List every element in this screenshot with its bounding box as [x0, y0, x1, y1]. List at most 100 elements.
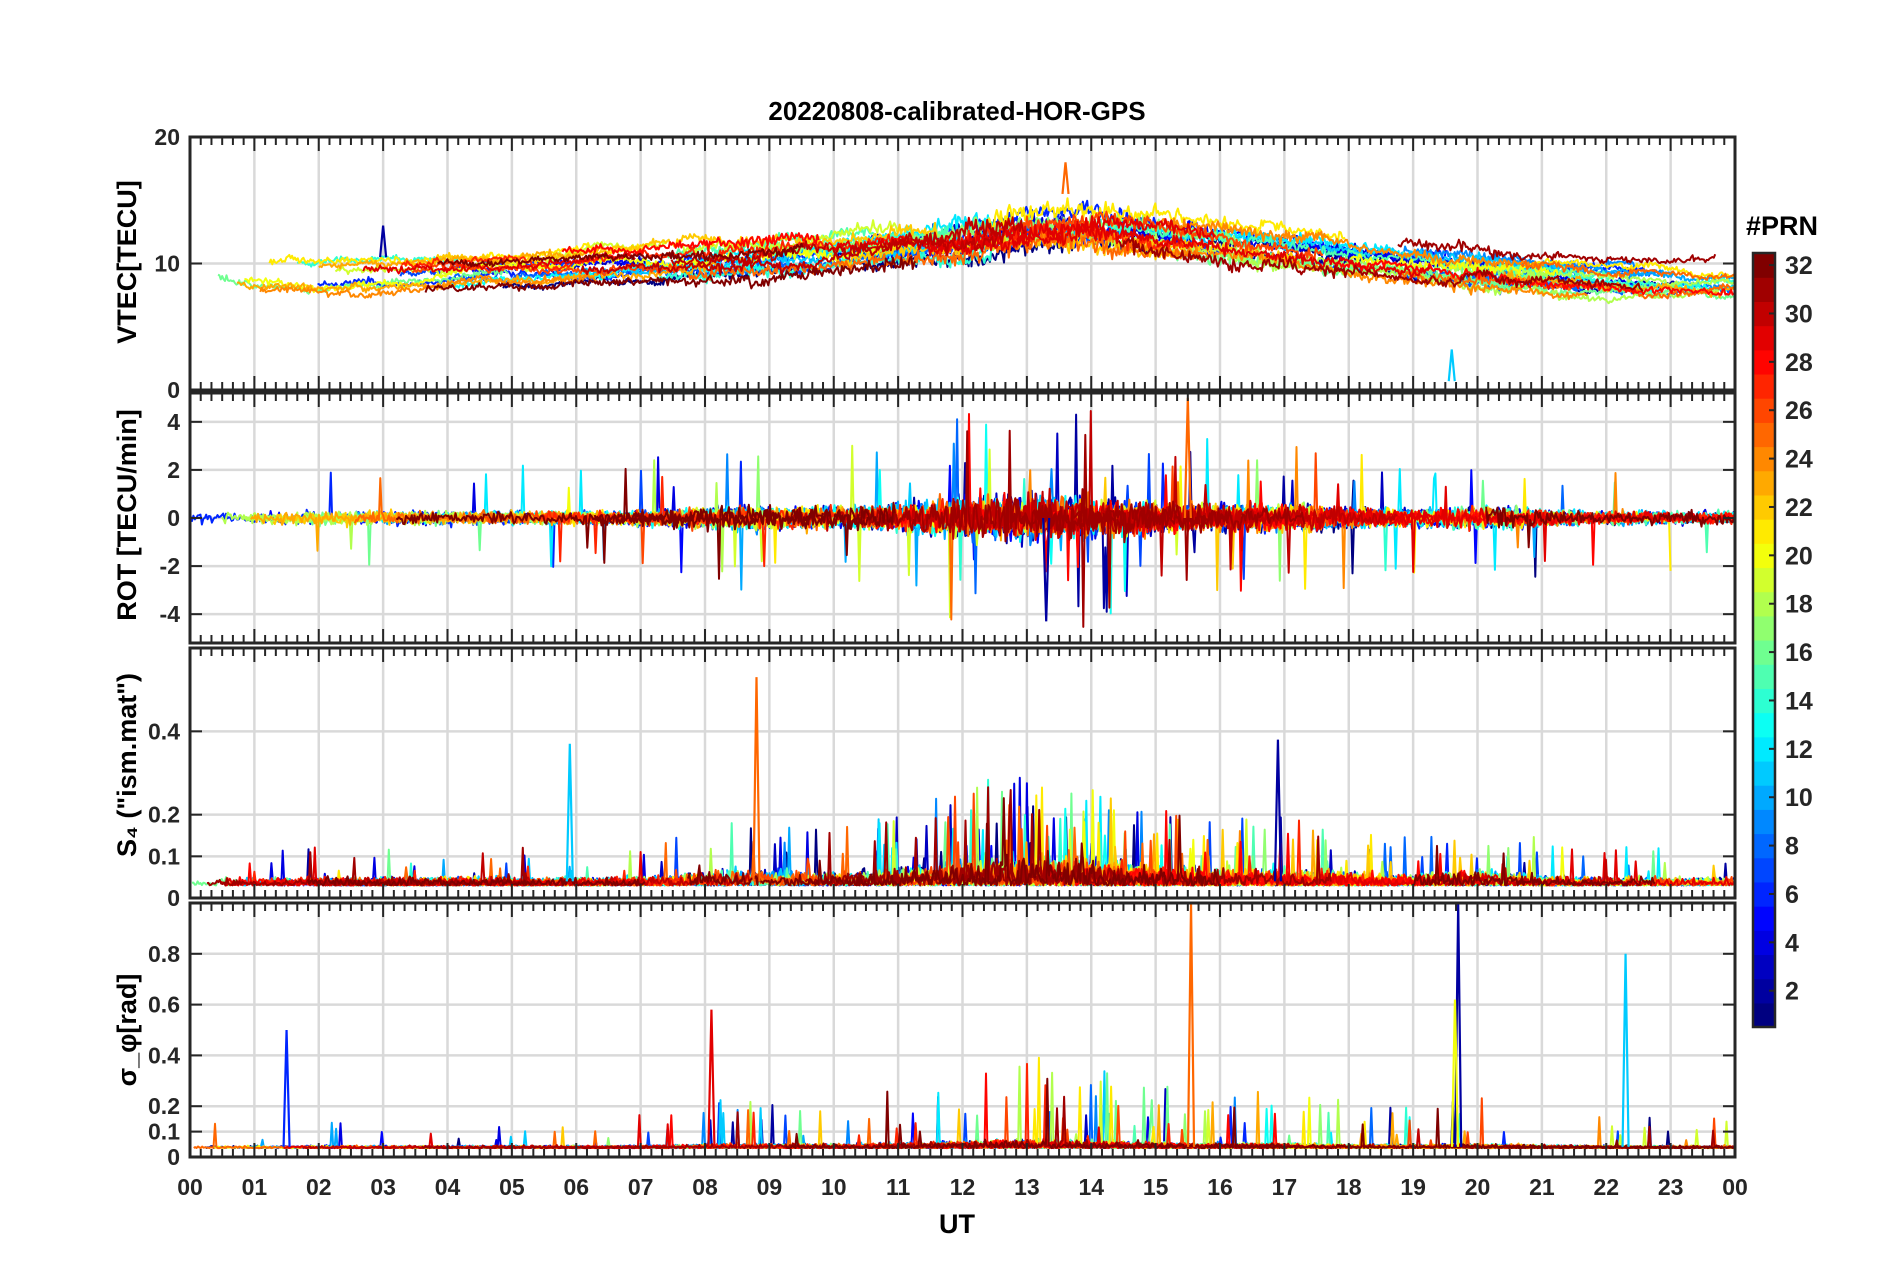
rot-x-ticks: [189, 393, 1736, 643]
sigma_phi-notable-spike: [1186, 903, 1196, 1147]
panel-sigma-phi: σ_φ[rad] 00.10.2 0.4 0.6 0.8: [112, 901, 1737, 1170]
vtec-series-prn-28: [561, 231, 820, 255]
rot-y-tick-label: -4: [160, 601, 181, 627]
colorbar-segment: [1753, 978, 1775, 1004]
rot-series-prn-32: [593, 501, 896, 557]
vtec-series-prn-29: [922, 220, 1431, 279]
x-tick-label: 22: [1593, 1174, 1619, 1200]
x-axis-label: UT: [939, 1209, 975, 1239]
colorbar-tick-label: 4: [1785, 929, 1799, 957]
sigma_phi-notable-spike: [1621, 953, 1630, 1147]
rot-y-tick-label: 2: [167, 457, 180, 483]
vtec-x-ticks: [189, 137, 1736, 390]
x-tick-label: 14: [1078, 1174, 1104, 1200]
x-tick-label: 10: [821, 1174, 847, 1200]
vtec-notable-spike: [1447, 349, 1456, 382]
x-tick-label: 08: [692, 1174, 718, 1200]
vtec-series-prn-25: [687, 230, 1201, 282]
vtec-series-prn-32: [437, 242, 804, 268]
x-tick-label: 09: [757, 1174, 783, 1200]
sigma_phi-notable-spike: [1450, 999, 1460, 1147]
vtec-series-prn-27: [401, 233, 913, 271]
panel-rot: ROT [TECU/min] -4 -2 0 2 4: [112, 391, 1737, 645]
colorbar-label: #PRN: [1746, 211, 1818, 241]
colorbar-segment: [1753, 615, 1775, 641]
s4-traces: [191, 677, 1735, 887]
sigma_phi-traces: [193, 903, 1735, 1150]
x-tick-label: 15: [1143, 1174, 1169, 1200]
colorbar-segment: [1753, 519, 1775, 544]
colorbar-segment: [1753, 712, 1775, 738]
rot-y-tick-label: 4: [167, 409, 180, 435]
x-tick-label: 21: [1529, 1174, 1555, 1200]
x-tick-label: 12: [950, 1174, 976, 1200]
colorbar-segment: [1753, 543, 1775, 569]
colorbar-tick-label: 2: [1785, 978, 1799, 1006]
s4-series-prn-32: [687, 797, 1221, 887]
x-tick-label: 04: [435, 1174, 461, 1200]
colorbar-segment: [1753, 809, 1775, 835]
x-tick-label: 02: [306, 1174, 332, 1200]
colorbar-segment: [1753, 349, 1775, 375]
colorbar-segment: [1753, 954, 1775, 980]
colorbar-segment: [1753, 422, 1775, 448]
colorbar-segment: [1753, 301, 1775, 327]
x-tick-label: 07: [628, 1174, 654, 1200]
vtec-traces: [217, 162, 1735, 382]
colorbar-segment: [1753, 640, 1775, 665]
s4-y-tick-label: 0.4: [148, 718, 180, 744]
colorbar-tick-label: 18: [1785, 591, 1813, 619]
rot-traces: [190, 397, 1735, 628]
sigma_phi-notable-spike: [707, 1009, 716, 1147]
x-tick-label: 11: [886, 1174, 911, 1200]
s4-series-prn-32: [306, 875, 646, 887]
s4-y-tick-label: 0.2: [148, 802, 180, 828]
colorbar-segment: [1753, 398, 1775, 423]
colorbar-segment: [1753, 470, 1775, 496]
x-tick-label: 17: [1272, 1174, 1298, 1200]
colorbar-tick-label: 8: [1785, 833, 1799, 861]
colorbar-tick-label: 32: [1785, 252, 1813, 280]
vtec-series-prn-23: [318, 246, 605, 270]
colorbar-segment: [1753, 881, 1775, 907]
sigma_phi-notable-spike: [282, 1029, 291, 1147]
colorbar-segment: [1753, 446, 1775, 472]
colorbar-tick-label: 28: [1785, 349, 1813, 377]
colorbar-segment: [1753, 325, 1775, 351]
colorbar-tick-label: 24: [1785, 446, 1813, 474]
figure-title: 20220808-calibrated-HOR-GPS: [768, 96, 1145, 126]
colorbar-tick-label: 30: [1785, 300, 1813, 328]
x-tick-label: 13: [1014, 1174, 1040, 1200]
vtec-y-tick-label: 0: [167, 377, 180, 403]
colorbar-segment: [1753, 906, 1775, 931]
x-tick-label: 03: [370, 1174, 396, 1200]
s4-notable-spike: [565, 743, 574, 882]
vtec-series-prn-31: [1397, 237, 1717, 265]
vtec-notable-spike: [379, 225, 388, 258]
colorbar-segment: [1753, 857, 1775, 883]
colorbar-segment: [1753, 833, 1775, 859]
x-tick-label: 00: [177, 1174, 203, 1200]
sigma_phi-x-ticks: [189, 903, 1736, 1157]
s4-series-prn-30: [307, 852, 752, 887]
colorbar-segment: [1753, 277, 1775, 302]
colorbar-segment: [1753, 494, 1775, 520]
x-tick-label: 16: [1207, 1174, 1233, 1200]
sigma_phi-y-tick-label: 0: [167, 1144, 180, 1170]
sigma_phi-y-tick-label: 0.6: [148, 992, 180, 1018]
rot-series-prn-31: [856, 429, 1229, 628]
sigma_phi-y-tick-label: 0.4: [148, 1042, 180, 1068]
rot-ylabel: ROT [TECU/min]: [112, 409, 142, 620]
sigma-phi-ylabel: σ_φ[rad]: [112, 974, 142, 1087]
s4-y-tick-label: 0: [167, 885, 180, 911]
colorbar-tick-label: 26: [1785, 397, 1813, 425]
x-tick-label: 01: [242, 1174, 268, 1200]
x-tick-label: 06: [563, 1174, 589, 1200]
vtec-ylabel: VTEC[TECU]: [112, 180, 142, 344]
x-tick-label: 00: [1722, 1174, 1748, 1200]
x-tick-label: 18: [1336, 1174, 1362, 1200]
colorbar-tick-label: 20: [1785, 542, 1813, 570]
sigma_phi-y-tick-label: 0.2: [148, 1093, 180, 1119]
colorbar-segment: [1753, 930, 1775, 956]
